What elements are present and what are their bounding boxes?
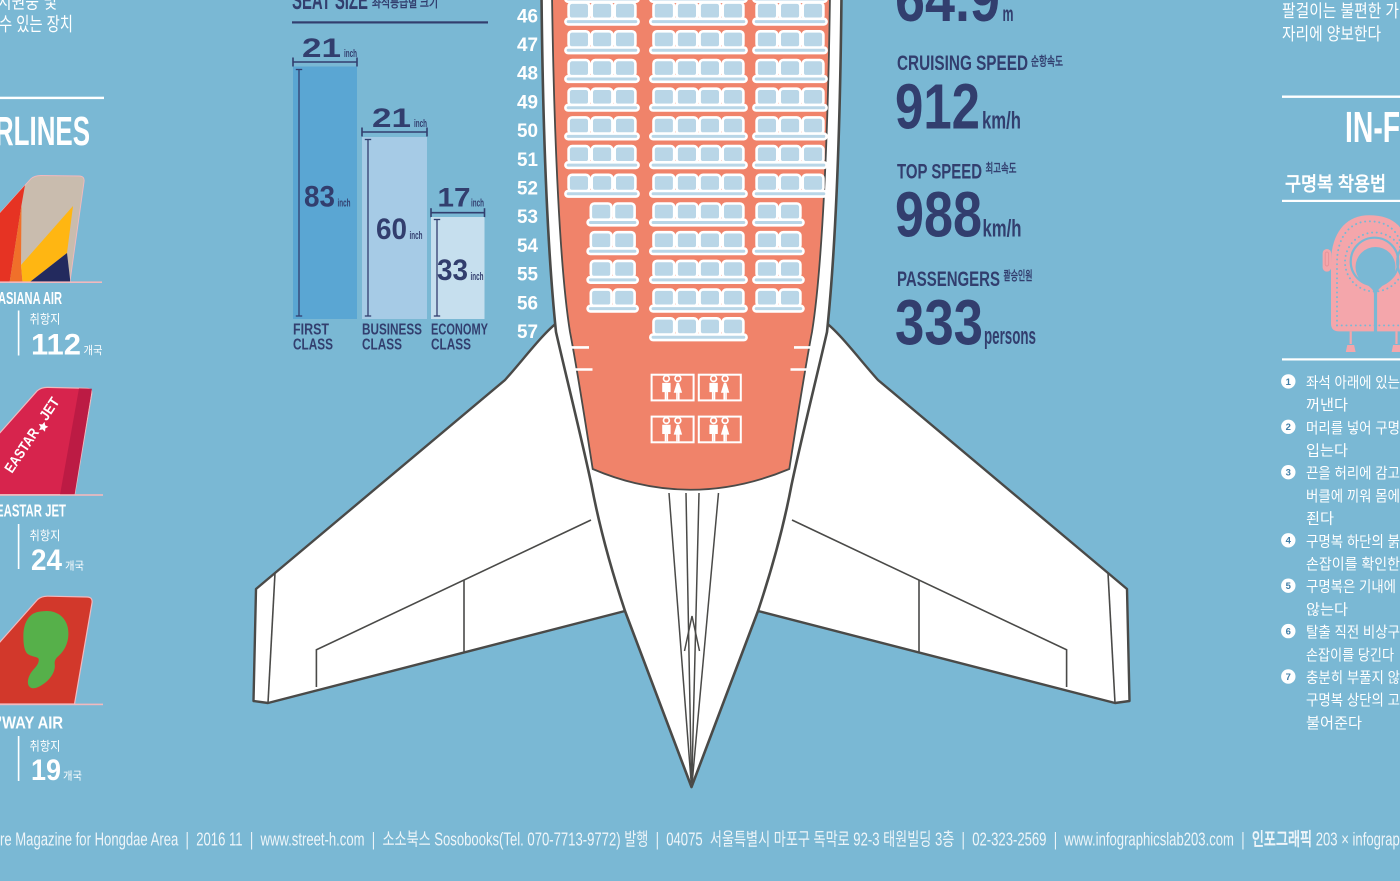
svg-text:33: 33 [437,254,468,287]
svg-text:자리에 양보한다: 자리에 양보한다 [1282,24,1381,44]
svg-text:SEAT SIZE: SEAT SIZE [292,0,368,15]
svg-text:취항지: 취항지 [30,740,61,754]
svg-text:inch: inch [338,198,351,210]
svg-text:PASSENGERS: PASSENGERS [897,267,1000,291]
svg-text:BUSINESS: BUSINESS [362,322,422,339]
svg-text:좌석등급별 크기: 좌석등급별 크기 [372,0,438,10]
svg-text:47: 47 [517,35,538,56]
svg-text:17: 17 [438,183,471,213]
svg-text:ASIANA AIR: ASIANA AIR [0,288,62,308]
svg-text:53: 53 [517,207,538,228]
svg-text:inch: inch [410,230,423,242]
svg-text:5: 5 [1286,581,1292,592]
svg-text:손잡이를 당긴다: 손잡이를 당긴다 [1306,647,1394,664]
svg-text:충분히 부풀지 않: 충분히 부풀지 않 [1306,670,1400,687]
svg-text:CLASS: CLASS [431,337,471,354]
svg-text:구명복 상단의 고: 구명복 상단의 고 [1306,692,1400,709]
svg-text:불어준다: 불어준다 [1306,715,1362,732]
svg-text:49: 49 [517,92,538,113]
svg-text:손잡이를 확인한: 손잡이를 확인한 [1306,556,1400,573]
svg-text:이지원충 및: 이지원충 및 [0,0,57,13]
svg-text:24: 24 [31,544,63,577]
svg-text:333: 333 [895,287,983,359]
svg-text:구명복 하단의 붉: 구명복 하단의 붉 [1306,533,1400,550]
svg-text:콷승인원: 콷승인원 [1004,268,1033,283]
svg-text:끈을 허리에 감고: 끈을 허리에 감고 [1306,465,1400,482]
svg-text:ECONOMY: ECONOMY [431,322,488,339]
svg-text:순항속도: 순항속도 [1031,54,1063,69]
svg-text:IN-FLIGHT: IN-FLIGHT [1345,103,1400,152]
svg-text:64.9: 64.9 [895,0,1000,35]
svg-text:988: 988 [895,179,982,251]
svg-text:21: 21 [372,103,411,133]
svg-text:개국: 개국 [65,560,84,573]
svg-text:탈출 직전 비상구: 탈출 직전 비상구 [1306,624,1400,641]
svg-text:1: 1 [1286,377,1292,388]
svg-text:persons: persons [984,323,1036,350]
svg-text:56: 56 [517,293,538,314]
svg-text:19: 19 [31,754,61,787]
svg-text:inch: inch [414,118,427,130]
svg-text:FIRST: FIRST [293,322,329,339]
svg-text:83: 83 [304,181,335,214]
svg-text:7: 7 [1286,672,1291,683]
svg-text:6: 6 [1286,627,1291,638]
svg-text:개국: 개국 [63,770,82,783]
svg-text:구명복은 기내에: 구명복은 기내에 [1306,579,1396,596]
svg-text:구명복 착용법: 구명복 착용법 [1285,174,1386,196]
svg-text:좌석 아래에 있는: 좌석 아래에 있는 [1306,374,1400,391]
svg-text:inch: inch [344,48,357,60]
svg-text:54: 54 [517,236,538,257]
svg-text:21: 21 [302,33,341,63]
svg-text:TOP SPEED: TOP SPEED [897,159,982,183]
svg-text:죈다: 죈다 [1306,511,1334,528]
svg-text:최고속도: 최고속도 [986,161,1017,176]
svg-text:AIRLINES: AIRLINES [0,108,90,154]
svg-text:60: 60 [376,213,407,246]
svg-text:re Magazine for Hongdae Area: re Magazine for Hongdae Area | 2016 11 |… [0,830,1400,850]
svg-text:52: 52 [517,179,538,200]
svg-text:55: 55 [517,265,538,286]
svg-text:57: 57 [517,322,538,343]
svg-text:않는다: 않는다 [1306,601,1348,618]
svg-text:개국: 개국 [84,344,103,357]
svg-text:912: 912 [895,71,980,143]
svg-text:m: m [1003,3,1014,26]
svg-text:취항지: 취항지 [30,529,61,543]
svg-text:EASTAR JET: EASTAR JET [0,501,66,521]
svg-text:입는다: 입는다 [1306,443,1348,460]
svg-text:취항지: 취항지 [30,313,61,327]
svg-text:50: 50 [517,121,538,142]
svg-text:4: 4 [1286,536,1292,547]
svg-text:CLASS: CLASS [362,337,402,354]
svg-text:머리를 넣어 구명: 머리를 넣어 구명 [1306,420,1400,437]
svg-text:버클에 끼워 몸에: 버클에 끼워 몸에 [1306,488,1400,505]
svg-text:46: 46 [517,6,538,27]
svg-text:112: 112 [31,329,81,362]
svg-text:48: 48 [517,64,538,85]
svg-text:CRUISING SPEED: CRUISING SPEED [897,51,1028,75]
svg-text:51: 51 [517,150,538,171]
svg-text:km/h: km/h [983,216,1022,243]
svg-text:inch: inch [471,271,484,283]
svg-text:CLASS: CLASS [293,337,333,354]
svg-text:inch: inch [471,198,484,210]
svg-text:2: 2 [1286,422,1291,433]
svg-text:수 있는 장치: 수 있는 장치 [0,14,73,36]
svg-text:km/h: km/h [982,108,1021,135]
svg-text:팔걸이는 불편한 가: 팔걸이는 불편한 가 [1282,1,1399,21]
svg-text:T’WAY AIR: T’WAY AIR [0,713,63,733]
svg-text:꺼낸다: 꺼낸다 [1306,397,1348,414]
svg-text:3: 3 [1286,468,1291,479]
